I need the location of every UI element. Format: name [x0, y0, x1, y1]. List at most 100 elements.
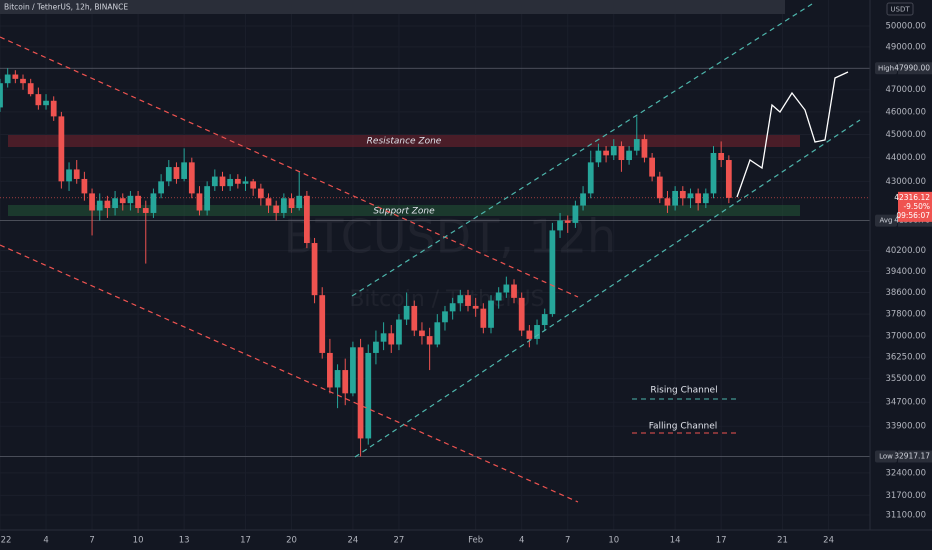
x-tick-label: 13 — [179, 536, 190, 546]
title: Bitcoin / TetherUS, 12h, BINANCE — [4, 3, 128, 12]
marker-value: 32917.17 — [894, 452, 930, 461]
candle-body — [687, 193, 694, 199]
candle-body — [388, 333, 395, 345]
candle-body — [480, 308, 487, 328]
countdown: 09:56:07 — [896, 211, 930, 220]
x-tick-label: 4 — [43, 536, 48, 546]
candle-body — [357, 347, 364, 439]
y-tick-label: 44000.00 — [885, 153, 926, 163]
candle-body — [633, 139, 640, 151]
candle-body — [319, 295, 326, 353]
candle-body — [165, 167, 172, 182]
candle-body — [488, 300, 494, 328]
candle-body — [411, 305, 418, 331]
candle-body — [549, 230, 556, 315]
y-tick-label: 49000.00 — [885, 42, 926, 52]
candle-body — [518, 297, 525, 331]
trend-lines — [0, 3, 861, 503]
marker-name: Low — [879, 453, 893, 461]
candle-body — [403, 305, 410, 320]
x-tick-label: 10 — [608, 536, 619, 546]
candle-body — [280, 198, 287, 213]
candle-body — [603, 150, 609, 156]
y-tick-label: 39400.00 — [885, 267, 926, 277]
candle-body — [595, 150, 602, 163]
candle-body — [250, 181, 257, 189]
candle-body — [296, 195, 303, 209]
candle-body — [618, 146, 625, 161]
support-label: Support Zone — [373, 207, 435, 217]
candle-body — [334, 370, 341, 388]
candle-body — [380, 333, 387, 342]
candle-body — [142, 208, 149, 213]
y-tick-label: 36250.00 — [885, 353, 926, 363]
candle-body — [73, 169, 80, 179]
candle-body — [66, 169, 72, 182]
candle-body — [4, 74, 11, 84]
x-tick-label: 24 — [823, 536, 834, 546]
y-tick-label: 31700.00 — [885, 491, 926, 501]
candle-body — [396, 319, 402, 345]
candle-body — [43, 100, 49, 106]
candle-body — [311, 243, 318, 296]
candle-body — [641, 139, 648, 158]
candle-body — [181, 162, 188, 179]
last-change: -9.50% — [903, 202, 930, 211]
marker-box — [898, 450, 932, 463]
candle-body — [196, 193, 203, 211]
candle-body — [679, 190, 686, 199]
candle-body — [265, 198, 272, 206]
candle-body — [127, 195, 134, 204]
candle-body — [419, 330, 425, 337]
candle-body — [587, 162, 594, 194]
x-tick-label: 7 — [565, 536, 570, 546]
marker-tag — [875, 450, 897, 463]
marker-box — [898, 62, 932, 75]
candle-body — [219, 176, 226, 187]
candle-body — [572, 205, 579, 223]
currency-box[interactable] — [886, 2, 914, 16]
candle-body — [465, 295, 471, 306]
y-tick-label: 35500.00 — [885, 374, 926, 384]
candle-body — [718, 153, 725, 161]
candle-body — [135, 195, 141, 209]
x-tick-label: 24 — [347, 536, 358, 546]
candle-body — [27, 83, 34, 95]
rising-channel-top — [351, 3, 813, 297]
y-tick-label: 40200.00 — [885, 246, 926, 256]
title-bar — [0, 0, 785, 14]
candle-body — [89, 193, 95, 211]
candle-body — [503, 284, 510, 293]
candle-body — [664, 198, 671, 206]
currency: USDT — [890, 6, 910, 14]
grid — [0, 0, 870, 530]
marker-name: Avg — [880, 217, 893, 225]
candle-body — [112, 198, 118, 209]
y-tick-label: 47000.00 — [885, 85, 926, 95]
last-price-box — [898, 191, 932, 222]
candle-body — [649, 157, 655, 177]
candle-body — [541, 314, 548, 326]
candle-body — [472, 305, 479, 309]
candle-body — [50, 100, 57, 117]
candle-body — [0, 83, 3, 108]
candle-body — [442, 311, 448, 323]
resistance-zone — [8, 135, 800, 147]
candle-body — [257, 188, 264, 199]
candle-body — [702, 193, 709, 204]
marker-tag — [875, 214, 897, 227]
candle-body — [695, 193, 702, 204]
resistance-label: Resistance Zone — [367, 137, 442, 147]
candle-body — [426, 336, 433, 345]
candle-body — [188, 162, 195, 194]
candle-body — [173, 167, 180, 179]
candle-body — [557, 220, 563, 231]
y-tick-label: 50000.00 — [885, 22, 926, 32]
falling-channel-bottom — [0, 244, 579, 503]
candle-body — [526, 330, 533, 339]
candle-body — [104, 200, 111, 209]
x-tick-label: 10 — [133, 536, 144, 546]
y-tick-label: 33900.00 — [885, 422, 926, 432]
